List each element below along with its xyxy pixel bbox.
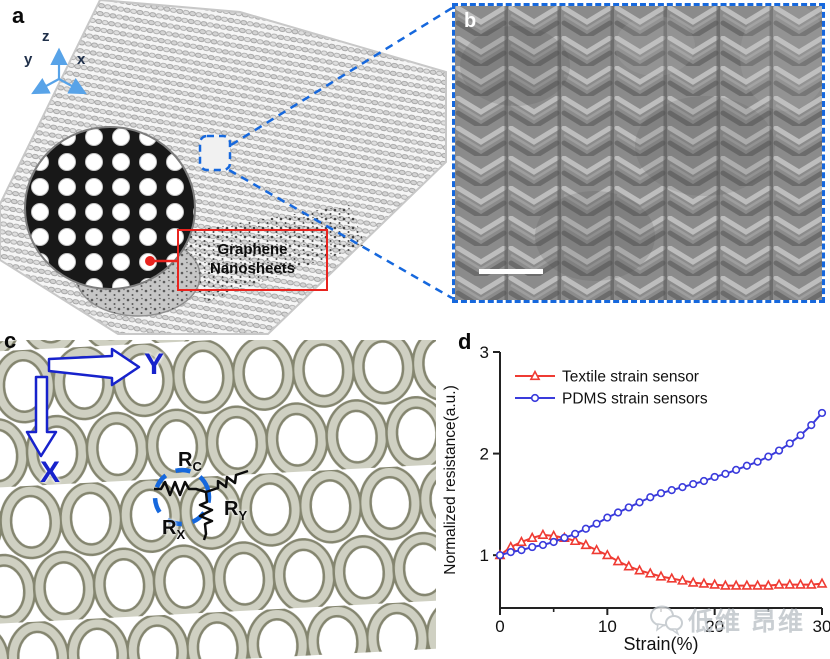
svg-text:20: 20 [705,617,724,636]
sem-image [455,6,822,300]
course-direction-label: Y [144,348,165,381]
svg-text:2: 2 [480,445,489,464]
sem-image-frame [452,3,825,303]
svg-text:3: 3 [480,343,489,362]
svg-text:Strain(%): Strain(%) [623,634,698,654]
resistor-label-ry: RY [224,498,248,523]
resistor-label-rc: RC [178,449,202,474]
graphene-annotation-line1: Graphene [217,241,288,259]
svg-text:Normalized resistance(a.u.): Normalized resistance(a.u.) [442,385,459,575]
watermark: 低维 昂维 [648,602,805,638]
resistor-label-rx: RX [162,517,186,542]
resistor-network [152,467,249,541]
svg-text:1: 1 [480,546,489,565]
panel-d-label: d [458,329,472,354]
panel-b-label: b [464,10,477,32]
svg-text:10: 10 [598,617,617,636]
coordinate-axes-icon [31,47,87,95]
svg-text:Textile strain sensor: Textile strain sensor [562,369,699,386]
graphene-annotation-box: Graphene Nanosheets [177,229,328,291]
panel-a-label: a [12,3,25,28]
annotation-pointer [145,256,179,266]
wale-direction-label: X [40,456,61,489]
roi-box [198,134,232,172]
svg-text:30: 30 [813,617,830,636]
graphene-annotation-line2: Nanosheets [209,260,296,277]
axis-z-label: z [42,28,50,45]
knit-fabric-illustration [0,340,436,659]
wechat-icon [650,605,683,637]
svg-text:0: 0 [495,617,504,636]
svg-text:PDMS strain sensors: PDMS strain sensors [562,391,708,408]
wale-direction-arrow [25,375,58,458]
panel-c-label: c [4,328,17,353]
scale-bar [479,269,543,274]
course-direction-arrow [47,347,141,387]
fiber-bundle [24,126,201,317]
axis-y-label: y [24,51,33,68]
axis-x-label: x [77,51,86,68]
watermark-text: 低维 昂维 [688,608,805,636]
